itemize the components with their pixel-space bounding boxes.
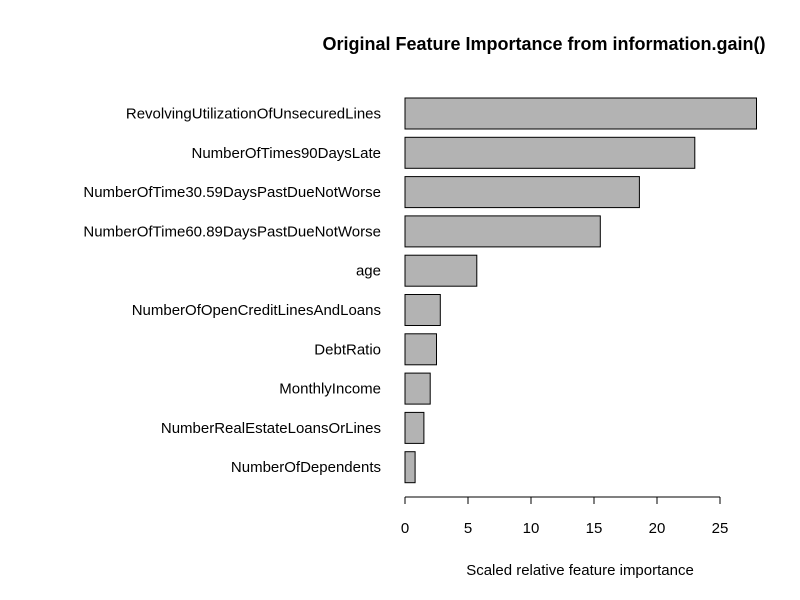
category-label-9: NumberOfDependents — [231, 459, 381, 476]
bar-8 — [404, 411, 425, 444]
bar-2 — [404, 176, 640, 209]
category-label-0: RevolvingUtilizationOfUnsecuredLines — [126, 106, 381, 123]
x-tick-label-1: 5 — [464, 520, 472, 537]
x-tick-label-0: 0 — [401, 520, 409, 537]
category-labels-group: RevolvingUtilizationOfUnsecuredLines Numb… — [83, 106, 381, 477]
bar-4 — [404, 254, 478, 287]
bar-0 — [404, 97, 757, 130]
bar-5 — [404, 294, 441, 326]
bar-1 — [404, 136, 696, 169]
bar-6 — [404, 333, 437, 366]
category-label-3: NumberOfTime60.89DaysPastDueNotWorse — [83, 223, 381, 240]
category-label-1: NumberOfTimes90DaysLate — [191, 145, 381, 162]
x-tick-label-5: 25 — [712, 520, 729, 537]
category-label-7: MonthlyIncome — [279, 381, 381, 398]
bar-7 — [404, 372, 431, 405]
x-tick-label-2: 10 — [523, 520, 540, 537]
chart-title: Original Feature Importance from informa… — [322, 34, 765, 54]
category-label-2: NumberOfTime30.59DaysPastDueNotWorse — [83, 184, 381, 201]
x-axis-label: Scaled relative feature importance — [466, 562, 694, 579]
category-label-8: NumberRealEstateLoansOrLines — [161, 420, 381, 437]
category-label-4: age — [356, 263, 381, 280]
bar-3 — [404, 215, 601, 248]
category-label-5: NumberOfOpenCreditLinesAndLoans — [132, 302, 381, 319]
x-tick-label-4: 20 — [649, 520, 666, 537]
bars-group — [404, 97, 757, 484]
x-tick-label-3: 15 — [586, 520, 603, 537]
bar-9 — [404, 451, 416, 484]
x-axis: 0 5 10 15 20 25 — [401, 496, 729, 537]
category-label-6: DebtRatio — [314, 341, 381, 358]
